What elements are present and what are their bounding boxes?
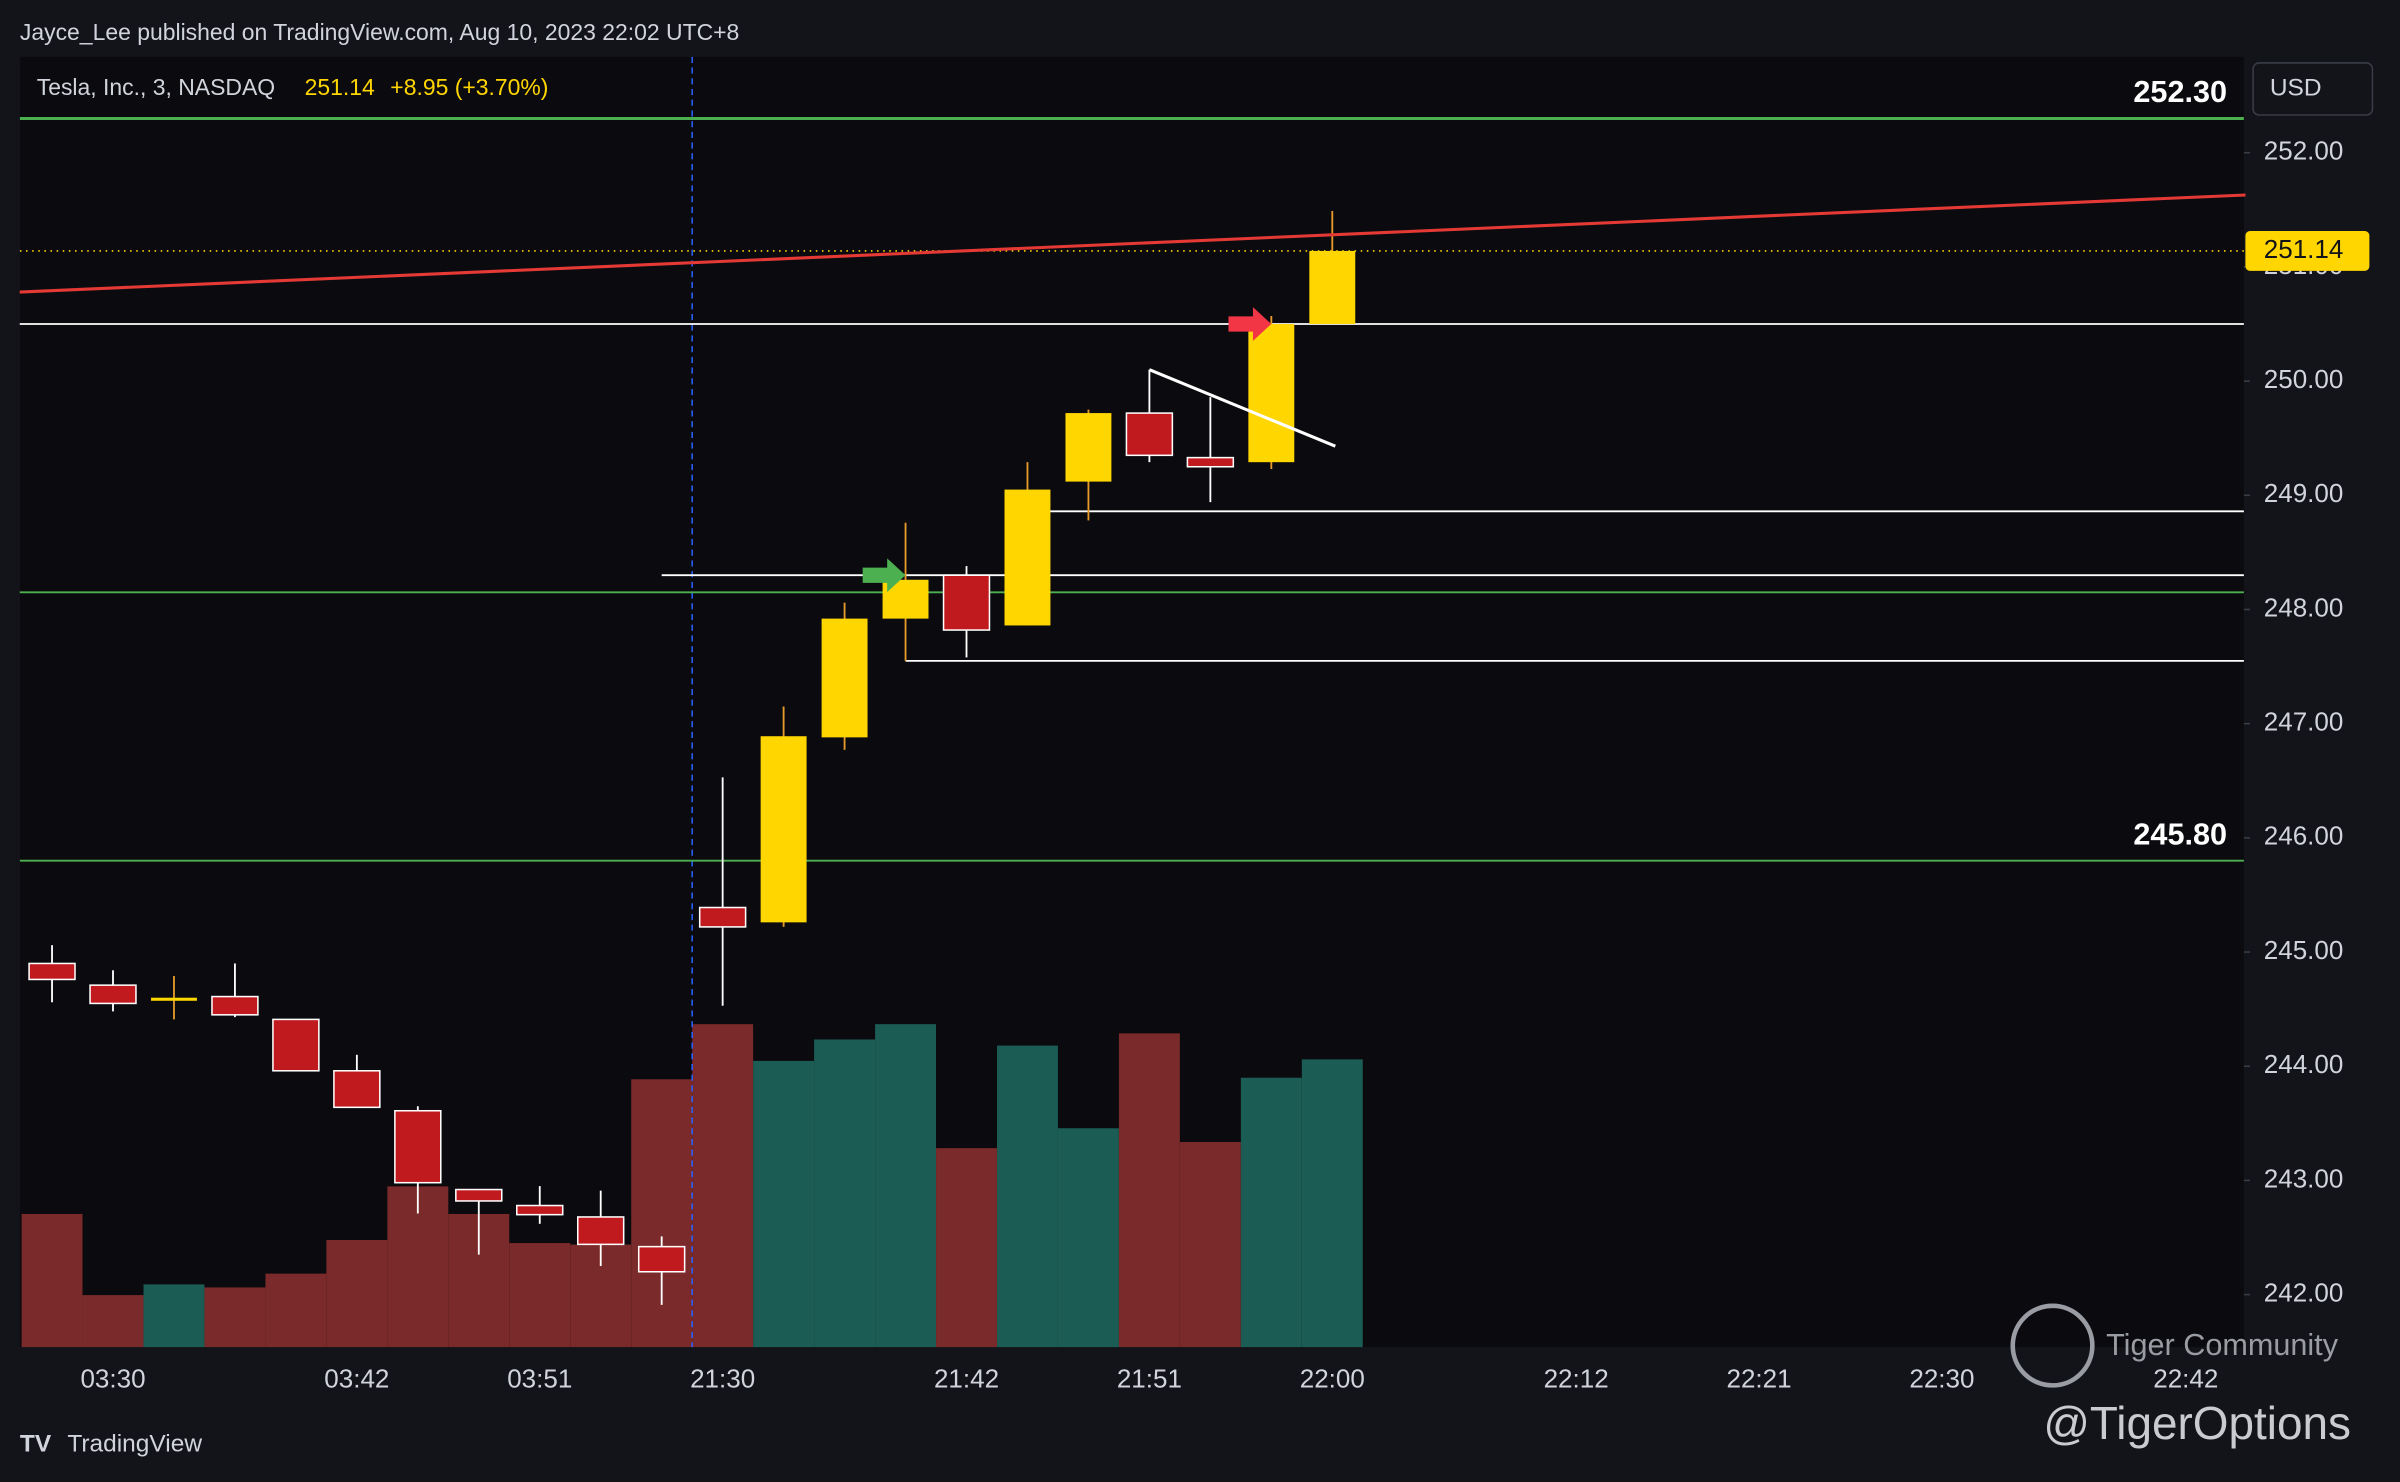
volume-bar bbox=[143, 1284, 205, 1348]
y-tick-label: 246.00 bbox=[2264, 821, 2344, 851]
trendline bbox=[1148, 368, 1336, 448]
candle-body bbox=[1125, 412, 1174, 457]
x-tick-label: 22:12 bbox=[1544, 1364, 1609, 1394]
x-tick-label: 03:30 bbox=[80, 1364, 145, 1394]
volume-bar bbox=[326, 1239, 388, 1348]
currency[interactable]: USD bbox=[2270, 74, 2322, 101]
volume-bar bbox=[1301, 1059, 1363, 1348]
candle-body bbox=[455, 1188, 503, 1202]
x-tick-label: 03:42 bbox=[324, 1364, 389, 1394]
candle-body bbox=[1309, 250, 1356, 325]
y-tick-label: 252.00 bbox=[2264, 136, 2344, 166]
x-tick-label: 03:51 bbox=[507, 1364, 572, 1394]
x-tick-label: 22:30 bbox=[1909, 1364, 1974, 1394]
y-tick-label: 242.00 bbox=[2264, 1277, 2344, 1307]
volume-bar bbox=[21, 1213, 83, 1348]
y-tick-label: 245.00 bbox=[2264, 935, 2344, 965]
candle-body bbox=[821, 618, 868, 738]
y-tick-label: 247.00 bbox=[2264, 707, 2344, 737]
handle: @TigerOptions bbox=[2043, 1397, 2351, 1449]
volume-bar bbox=[753, 1060, 815, 1348]
y-tick-label: 243.00 bbox=[2264, 1163, 2344, 1193]
candle-body bbox=[576, 1216, 625, 1246]
y-tick-label: 250.00 bbox=[2264, 364, 2344, 394]
volume-bar bbox=[936, 1148, 997, 1348]
watermark-logo bbox=[2010, 1303, 2095, 1388]
candle-body bbox=[698, 906, 747, 928]
volume-bar bbox=[509, 1243, 571, 1348]
x-tick-label: 22:00 bbox=[1300, 1364, 1365, 1394]
candle-body bbox=[760, 736, 807, 923]
price-tag-label: 251.14 bbox=[2264, 234, 2344, 264]
arrow bbox=[862, 558, 906, 593]
x-tick-label: 22:42 bbox=[2153, 1364, 2218, 1394]
candle-body bbox=[1004, 489, 1051, 626]
candle-body bbox=[1248, 324, 1295, 463]
brand-logo: TV bbox=[20, 1431, 52, 1458]
volume-bar bbox=[692, 1024, 754, 1348]
volume-bar bbox=[265, 1273, 327, 1348]
volume-bar bbox=[1179, 1142, 1241, 1348]
x-tick-label: 21:51 bbox=[1117, 1364, 1182, 1394]
candle-body bbox=[1186, 456, 1235, 468]
candle-body bbox=[1065, 413, 1112, 482]
change: +8.95 (+3.70%) bbox=[390, 74, 548, 100]
x-tick-label: 22:21 bbox=[1726, 1364, 1791, 1394]
price-tag bbox=[2245, 231, 2370, 271]
candle-body bbox=[272, 1018, 320, 1072]
header: Jayce_Lee published on TradingView.com, … bbox=[20, 19, 739, 45]
volume-bar bbox=[814, 1039, 876, 1348]
candle-body bbox=[637, 1245, 686, 1273]
volume-bar bbox=[631, 1079, 693, 1348]
y-tick-label: 244.00 bbox=[2264, 1049, 2344, 1079]
currency-box[interactable] bbox=[2252, 62, 2374, 116]
candle-body bbox=[211, 995, 259, 1016]
level-label: 252.30 bbox=[2133, 75, 2227, 109]
volume-bar bbox=[82, 1295, 144, 1348]
x-tick-label: 21:42 bbox=[934, 1364, 999, 1394]
arrow bbox=[1228, 307, 1272, 341]
symbol: Tesla, Inc., 3, NASDAQ bbox=[37, 74, 275, 100]
volume-bar bbox=[1240, 1077, 1302, 1348]
volume-bar bbox=[204, 1287, 266, 1348]
y-tick-label: 248.00 bbox=[2264, 592, 2344, 622]
volume-bar bbox=[875, 1024, 936, 1348]
volume-bar bbox=[1118, 1033, 1180, 1348]
brand: TradingView bbox=[67, 1431, 202, 1458]
candle-body bbox=[394, 1109, 442, 1184]
candle-body bbox=[942, 574, 991, 631]
candle-body bbox=[89, 984, 137, 1005]
volume-bar bbox=[997, 1045, 1058, 1348]
candle-body bbox=[28, 962, 76, 981]
level-label: 245.80 bbox=[2133, 817, 2227, 851]
x-tick-label: 21:30 bbox=[690, 1364, 755, 1394]
candle-body bbox=[151, 997, 197, 1001]
y-tick-label: 249.00 bbox=[2264, 478, 2344, 508]
last-price: 251.14 bbox=[305, 74, 375, 100]
candle-body bbox=[333, 1070, 381, 1109]
trendline bbox=[19, 193, 2246, 294]
watermark: Tiger Community bbox=[2106, 1328, 2339, 1362]
volume-bar bbox=[1057, 1128, 1119, 1348]
candle-body bbox=[516, 1204, 564, 1216]
